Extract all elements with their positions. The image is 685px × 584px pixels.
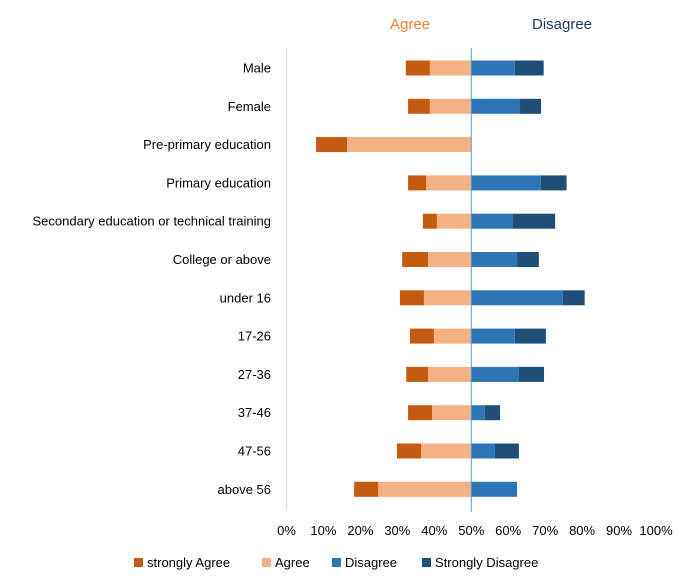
- bar-strongly-disagree: [513, 213, 556, 229]
- x-tick-label: 20%: [347, 523, 373, 538]
- category-label: Male: [243, 61, 271, 76]
- disagree-header: Disagree: [532, 16, 592, 33]
- legend-label: Disagree: [345, 555, 397, 570]
- category-label: Secondary education or technical trainin…: [33, 214, 271, 229]
- x-tick-label: 40%: [421, 523, 447, 538]
- bar-agree: [426, 175, 472, 191]
- legend-swatch: [422, 558, 431, 567]
- bar-strongly-disagree: [517, 252, 539, 267]
- legend-swatch: [332, 558, 341, 567]
- bar-strongly-agree: [406, 366, 429, 382]
- bar-disagree: [471, 175, 541, 191]
- bar-strongly-agree: [399, 290, 424, 306]
- bar-agree: [429, 60, 472, 76]
- bar-agree: [433, 328, 472, 344]
- bar-strongly-disagree: [518, 366, 545, 382]
- category-label: 27-36: [238, 367, 271, 382]
- category-label: 47-56: [238, 444, 271, 459]
- category-label: Primary education: [166, 175, 271, 190]
- bar-strongly-agree: [409, 328, 434, 344]
- bar-strongly-disagree: [514, 328, 546, 344]
- bar-agree: [428, 366, 472, 382]
- bar-disagree: [471, 213, 514, 229]
- legend: strongly Agree Agree Disagree Strongly Disa…: [134, 555, 538, 570]
- legend-swatch: [262, 558, 271, 567]
- bar-strongly-disagree: [514, 60, 544, 76]
- category-label: 37-46: [238, 405, 271, 420]
- category-label: under 16: [220, 290, 271, 305]
- category-label: Female: [228, 99, 271, 114]
- bar-disagree: [471, 405, 485, 421]
- bar-agree: [420, 443, 472, 459]
- bar-strongly-agree: [354, 481, 379, 497]
- bar-strongly-disagree: [562, 290, 585, 306]
- bar-strongly-disagree: [494, 443, 519, 459]
- bar-strongly-agree: [422, 213, 437, 229]
- x-tick-label: 100%: [639, 523, 673, 538]
- bar-agree: [429, 98, 472, 114]
- x-tick-label: 10%: [310, 523, 336, 538]
- bar-strongly-agree: [402, 252, 429, 267]
- bar-disagree: [471, 481, 518, 497]
- bar-disagree: [471, 98, 521, 114]
- category-label: above 56: [218, 482, 272, 497]
- bar-agree: [378, 481, 472, 497]
- x-tick-label: 70%: [532, 523, 558, 538]
- bar-strongly-agree: [408, 175, 427, 191]
- bar-strongly-agree: [316, 137, 348, 153]
- category-label: Pre-primary education: [143, 137, 271, 152]
- bar-strongly-disagree: [520, 98, 542, 114]
- bar-agree: [347, 137, 472, 153]
- x-tick-label: 30%: [384, 523, 410, 538]
- bar-disagree: [471, 443, 495, 459]
- bar-disagree: [471, 290, 563, 306]
- legend-swatch: [134, 558, 143, 567]
- x-tick-label: 80%: [569, 523, 595, 538]
- bar-disagree: [471, 252, 518, 267]
- x-tick-label: 0%: [277, 523, 296, 538]
- legend-label: Strongly Disagree: [435, 555, 538, 570]
- agree-header: Agree: [390, 16, 430, 33]
- bar-agree: [428, 252, 472, 267]
- bar-strongly-agree: [408, 405, 433, 421]
- bar-strongly-agree: [405, 60, 430, 76]
- x-tick-label: 90%: [606, 523, 632, 538]
- bar-strongly-agree: [408, 98, 430, 114]
- bar-agree: [423, 290, 472, 306]
- bar-disagree: [471, 328, 515, 344]
- category-label: 17-26: [238, 329, 271, 344]
- bar-agree: [436, 213, 472, 229]
- legend-label: Agree: [275, 555, 310, 570]
- bar-strongly-agree: [396, 443, 421, 459]
- bar-strongly-disagree: [484, 405, 501, 421]
- bar-agree: [432, 405, 472, 421]
- x-tick-label: 50%: [458, 523, 484, 538]
- bar-strongly-disagree: [540, 175, 567, 191]
- x-tick-label: 60%: [495, 523, 521, 538]
- bar-disagree: [471, 60, 515, 76]
- category-label: College or above: [173, 252, 271, 267]
- bar-disagree: [471, 366, 519, 382]
- legend-label: strongly Agree: [147, 555, 230, 570]
